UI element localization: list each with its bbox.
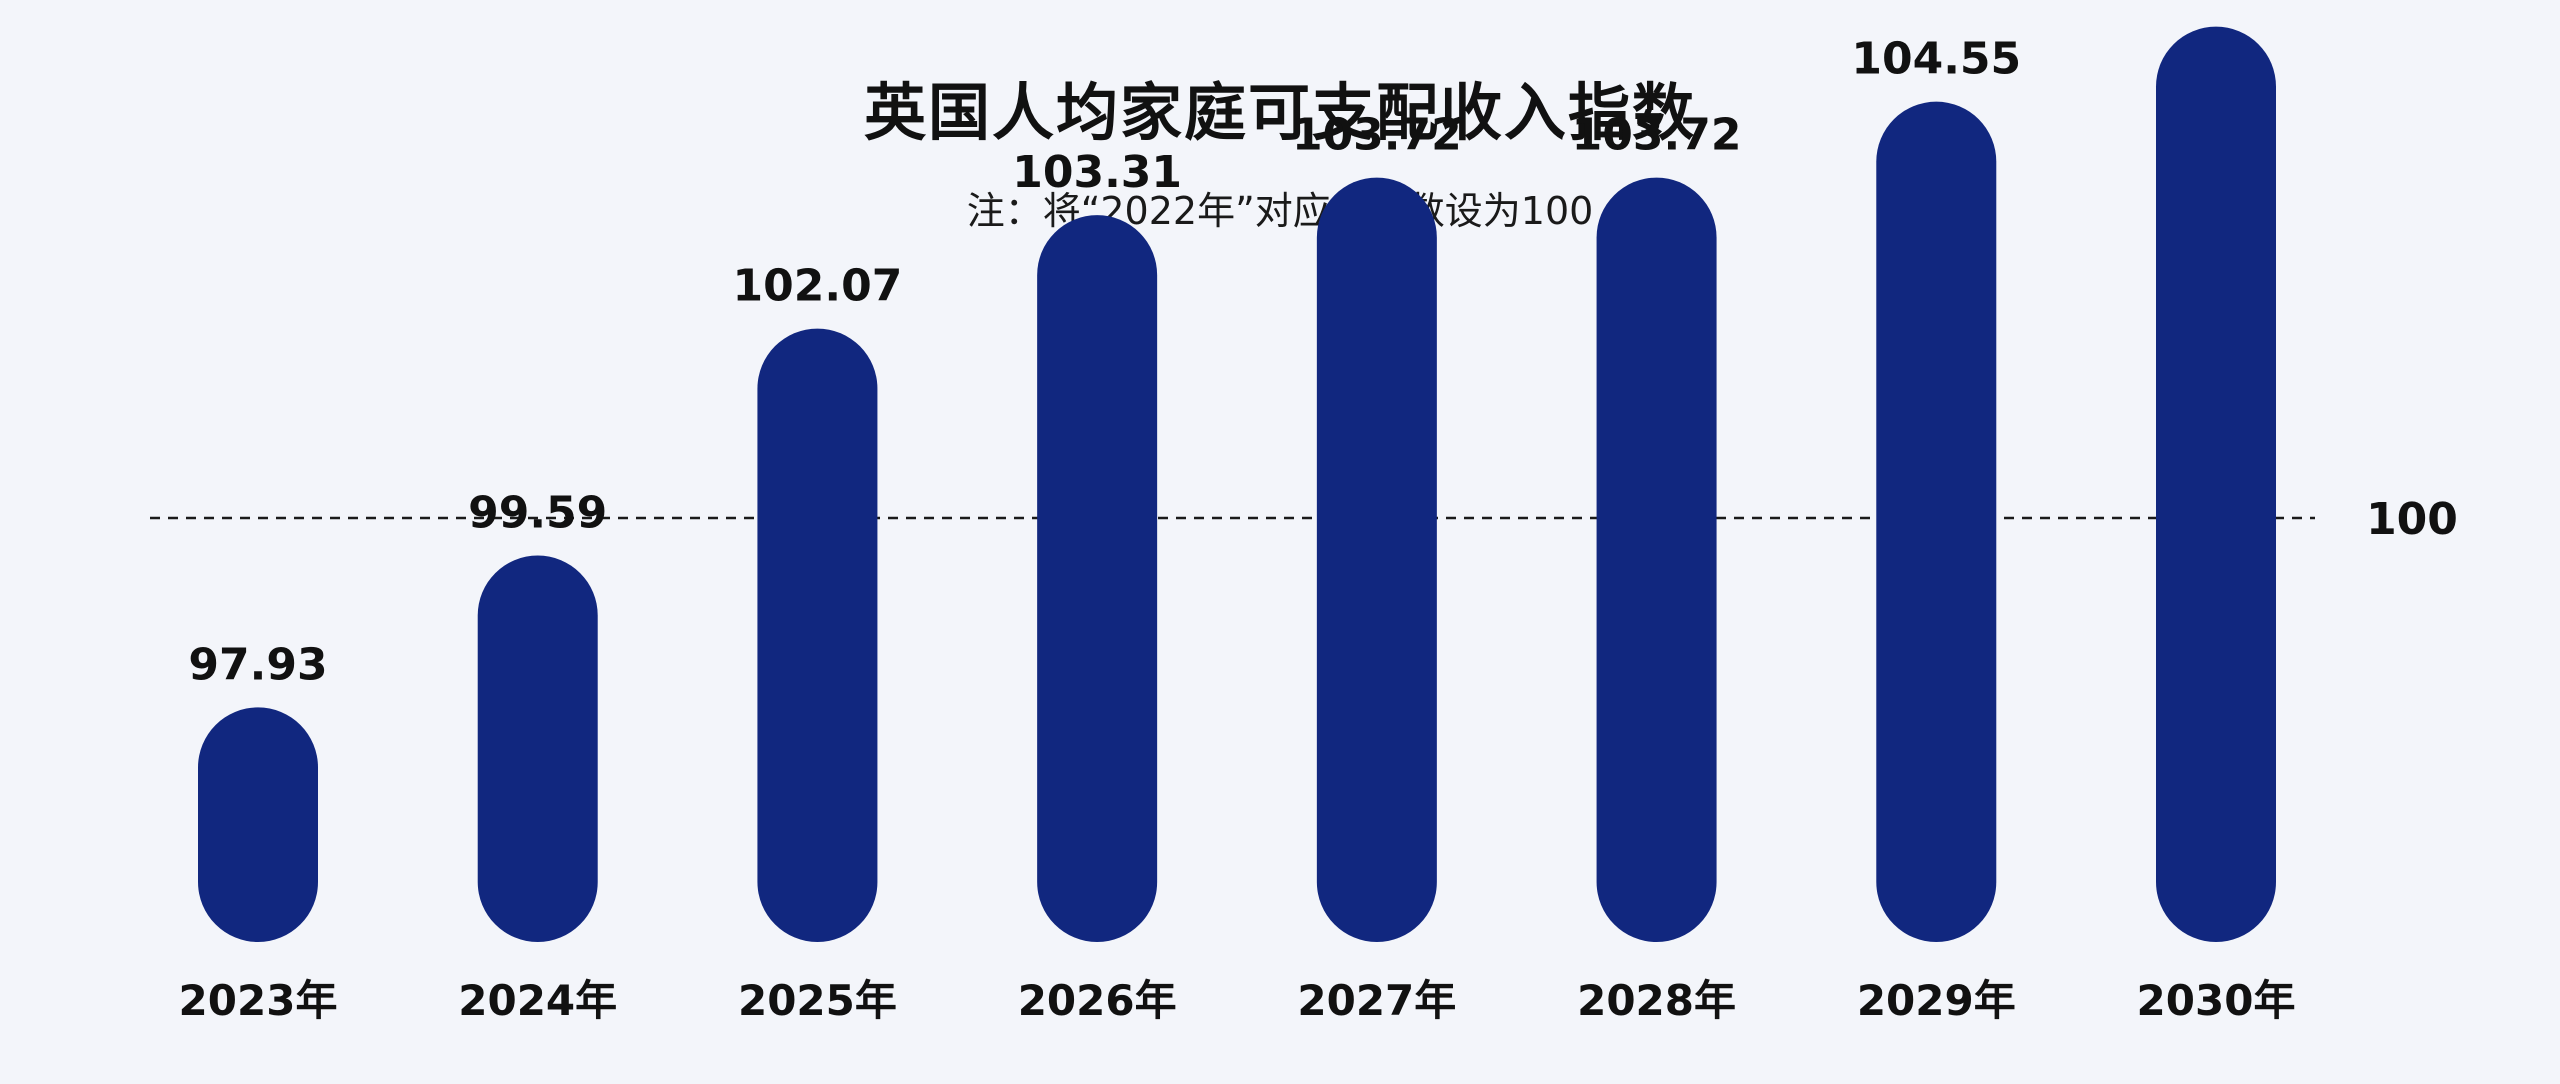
bar [2156,26,2276,942]
bar-value-label: 99.59 [468,488,607,539]
x-tick-label: 2024年 [458,976,617,1025]
bar [1037,215,1158,942]
bar [477,555,598,942]
bar-value-label: 103.31 [1012,147,1182,198]
x-tick-label: 2029年 [1857,976,2016,1025]
bar-value-label: 103.72 [1572,110,1742,161]
x-tick-label: 2028年 [1577,976,1736,1025]
bar-value-label: 102.07 [733,261,903,312]
x-tick-label: 2030年 [2137,976,2296,1025]
bar [757,328,878,943]
x-tick-label: 2027年 [1297,976,1456,1025]
bar-value-label: 103.72 [1292,110,1462,161]
bar [1876,101,1997,943]
bar-value-label: 97.93 [188,639,327,690]
x-tick-label: 2026年 [1018,976,1177,1025]
bar [198,707,318,942]
bar-value-label: 105.37 [2131,0,2301,10]
chart-title: 英国人均家庭可支配收入指数 [863,76,1696,149]
x-tick-label: 2023年 [179,976,338,1025]
bar-value-label: 104.55 [1851,34,2021,85]
bar [1596,177,1717,942]
reference-line-label: 100 [2366,494,2458,545]
bar [1316,177,1437,942]
x-tick-label: 2025年 [738,976,897,1025]
